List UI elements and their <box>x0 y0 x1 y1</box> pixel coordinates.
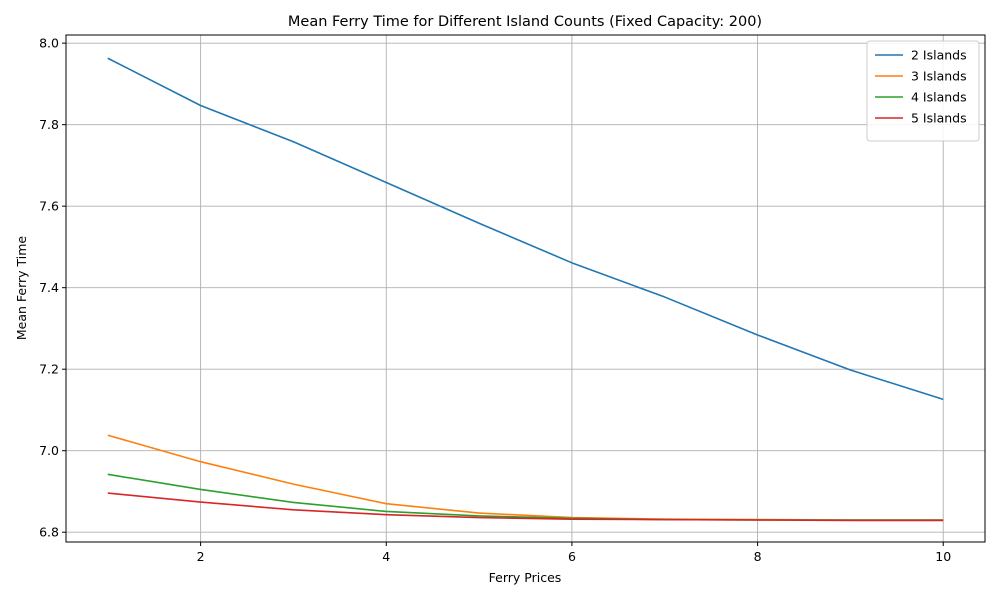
series-lines <box>107 57 944 522</box>
x-axis-label: Ferry Prices <box>489 570 562 585</box>
legend-box <box>866 40 980 142</box>
y-tick-label: 7.6 <box>39 199 59 214</box>
series-line-2 <box>107 434 944 521</box>
legend-label: 5 Islands <box>911 111 967 126</box>
x-tick-label: 10 <box>935 549 951 564</box>
y-axis-label: Mean Ferry Time <box>14 236 29 341</box>
y-tick-label: 8.0 <box>39 36 59 51</box>
plot-frame <box>65 34 986 543</box>
y-tick-label: 7.2 <box>39 362 59 377</box>
y-axis: 6.8 7.0 7.2 7.4 7.6 7.8 8.0 <box>39 36 66 540</box>
series-line-4 <box>107 492 944 522</box>
series-line-3 <box>107 473 944 521</box>
y-tick-label: 7.8 <box>39 117 59 132</box>
x-axis: 2 4 6 8 10 <box>197 542 951 564</box>
grid <box>66 35 985 542</box>
x-tick-label: 2 <box>197 549 205 564</box>
x-tick-label: 6 <box>568 549 576 564</box>
x-tick-label: 4 <box>382 549 390 564</box>
legend-label: 3 Islands <box>911 69 967 84</box>
legend-label: 2 Islands <box>911 48 967 63</box>
y-tick-label: 7.4 <box>39 280 59 295</box>
legend-label: 4 Islands <box>911 90 967 105</box>
y-tick-label: 7.0 <box>39 443 59 458</box>
y-tick-label: 6.8 <box>39 525 59 540</box>
series-line-1 <box>107 57 944 401</box>
chart-title: Mean Ferry Time for Different Island Cou… <box>288 14 762 30</box>
legend: 2 Islands 3 Islands 4 Islands 5 Islands <box>866 40 980 142</box>
x-tick-label: 8 <box>754 549 762 564</box>
